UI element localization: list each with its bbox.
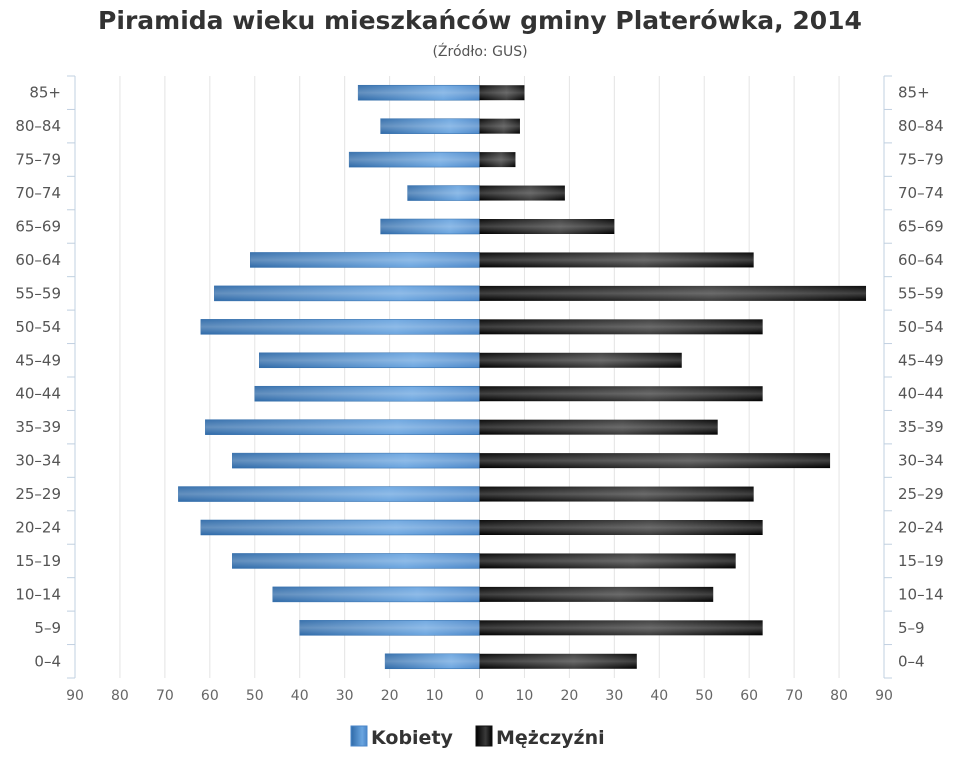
category-label-left: 0–4 — [34, 652, 61, 670]
legend-swatch-mezczyzni — [475, 725, 493, 747]
bar-mezczyzni-shine — [479, 386, 763, 402]
bar-kobiety-shine — [200, 319, 480, 335]
x-tick-label: 60 — [201, 688, 219, 704]
bar-mezczyzni-shine — [479, 185, 565, 201]
category-label-left: 45–49 — [15, 351, 61, 369]
bar-kobiety-shine — [232, 453, 480, 469]
x-tick-label: 10 — [516, 688, 534, 704]
bar-kobiety-shine — [385, 653, 480, 669]
x-tick-label: 50 — [695, 688, 713, 704]
bar-mezczyzni-shine — [479, 520, 763, 535]
bar-mezczyzni-shine — [479, 653, 637, 669]
x-tick-label: 90 — [875, 688, 893, 704]
category-label-left: 40–44 — [15, 385, 61, 403]
bar-kobiety-shine — [299, 620, 480, 636]
bar-kobiety-shine — [232, 553, 480, 569]
x-tick-label: 10 — [426, 688, 444, 704]
category-label-right: 30–34 — [898, 452, 944, 470]
bar-mezczyzni-shine — [479, 620, 763, 636]
x-tick-label: 80 — [830, 688, 848, 704]
bar-kobiety-shine — [259, 352, 480, 368]
category-label-left: 75–79 — [15, 151, 61, 169]
chart-subtitle: (Źródło: GUS) — [432, 44, 528, 60]
category-label-right: 75–79 — [898, 151, 944, 169]
category-label-right: 85+ — [898, 84, 930, 102]
chart-title: Piramida wieku mieszkańców gminy Plateró… — [98, 6, 862, 35]
category-label-left: 10–14 — [15, 585, 61, 603]
bar-mezczyzni-shine — [479, 219, 615, 234]
bar-mezczyzni-shine — [479, 118, 520, 134]
bar-kobiety-shine — [205, 419, 480, 435]
category-label-left: 85+ — [29, 84, 61, 102]
bar-kobiety-shine — [272, 586, 480, 602]
x-tick-label: 30 — [605, 688, 623, 704]
x-tick-label: 30 — [336, 688, 354, 704]
bar-kobiety-shine — [214, 285, 480, 301]
x-tick-label: 80 — [111, 688, 129, 704]
category-label-right: 15–19 — [898, 552, 944, 570]
bar-kobiety-shine — [178, 486, 480, 502]
category-label-right: 50–54 — [898, 318, 944, 336]
category-label-right: 80–84 — [898, 117, 944, 135]
category-label-right: 60–64 — [898, 251, 944, 269]
x-tick-label: 60 — [740, 688, 758, 704]
category-label-left: 35–39 — [15, 418, 61, 436]
x-tick-label: 40 — [291, 688, 309, 704]
category-label-left: 25–29 — [15, 485, 61, 503]
bar-mezczyzni-shine — [479, 285, 867, 301]
x-tick-label: 90 — [66, 688, 84, 704]
category-label-left: 30–34 — [15, 452, 61, 470]
bar-kobiety-shine — [358, 85, 480, 101]
bar-kobiety-shine — [407, 185, 480, 201]
bar-kobiety-shine — [250, 252, 480, 268]
bar-kobiety-shine — [254, 386, 480, 402]
bar-kobiety-shine — [349, 152, 480, 168]
category-label-left: 50–54 — [15, 318, 61, 336]
category-label-left: 20–24 — [15, 519, 61, 537]
category-label-right: 40–44 — [898, 385, 944, 403]
category-label-right: 35–39 — [898, 418, 944, 436]
bar-mezczyzni-shine — [479, 319, 763, 335]
bar-mezczyzni-shine — [479, 553, 736, 569]
legend-swatch-kobiety — [350, 725, 368, 747]
category-label-right: 20–24 — [898, 519, 944, 537]
category-label-left: 5–9 — [34, 619, 61, 637]
category-label-right: 25–29 — [898, 485, 944, 503]
x-tick-label: 50 — [246, 688, 264, 704]
category-label-right: 10–14 — [898, 585, 944, 603]
category-label-left: 55–59 — [15, 284, 61, 302]
category-label-left: 70–74 — [15, 184, 61, 202]
bar-mezczyzni-shine — [479, 152, 516, 168]
category-label-right: 55–59 — [898, 284, 944, 302]
category-label-left: 80–84 — [15, 117, 61, 135]
x-tick-label: 0 — [475, 688, 484, 704]
x-tick-label: 40 — [650, 688, 668, 704]
bar-kobiety-shine — [380, 118, 480, 134]
bar-mezczyzni-shine — [479, 586, 714, 602]
legend: Kobiety Mężczyźni — [350, 725, 605, 749]
bar-mezczyzni-shine — [479, 252, 754, 268]
legend-label-mezczyzni: Mężczyźni — [496, 727, 605, 749]
category-label-left: 60–64 — [15, 251, 61, 269]
legend-label-kobiety: Kobiety — [371, 727, 454, 749]
category-label-right: 5–9 — [898, 619, 925, 637]
bar-mezczyzni-shine — [479, 419, 718, 435]
category-label-right: 70–74 — [898, 184, 944, 202]
x-tick-label: 20 — [381, 688, 399, 704]
category-label-left: 15–19 — [15, 552, 61, 570]
bar-mezczyzni-shine — [479, 486, 754, 502]
bar-kobiety-shine — [200, 520, 480, 535]
x-tick-label: 20 — [560, 688, 578, 704]
bar-mezczyzni-shine — [479, 453, 831, 469]
category-label-left: 65–69 — [15, 218, 61, 236]
category-label-right: 45–49 — [898, 351, 944, 369]
bar-mezczyzni-shine — [479, 352, 682, 368]
bar-mezczyzni-shine — [479, 85, 525, 101]
bar-kobiety-shine — [380, 219, 480, 234]
category-label-right: 0–4 — [898, 652, 925, 670]
x-tick-label: 70 — [156, 688, 174, 704]
x-tick-label: 70 — [785, 688, 803, 704]
category-label-right: 65–69 — [898, 218, 944, 236]
